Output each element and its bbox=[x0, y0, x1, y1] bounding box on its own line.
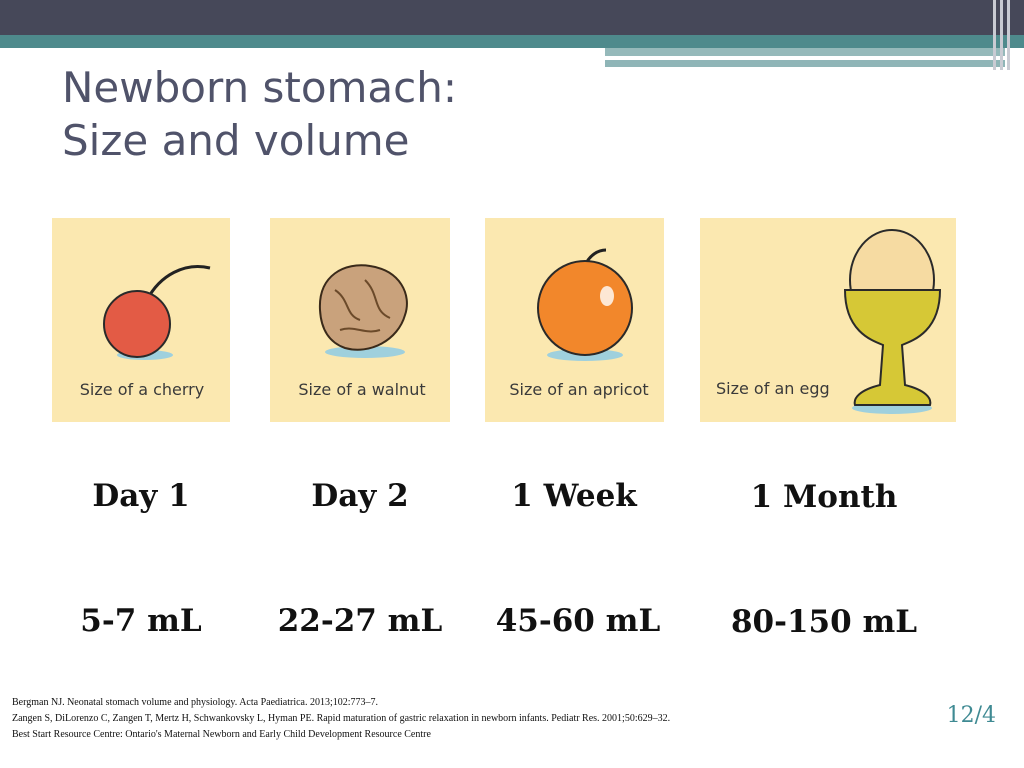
age-label: Day 1 bbox=[92, 478, 189, 514]
age-label: Day 2 bbox=[311, 478, 408, 514]
apricot bbox=[537, 260, 633, 356]
cherry bbox=[103, 290, 171, 358]
image-caption: Size of a cherry bbox=[80, 380, 204, 399]
accent-stripe bbox=[605, 60, 1005, 67]
title-line: Newborn stomach: bbox=[62, 63, 457, 112]
reference: Bergman NJ. Neonatal stomach volume and … bbox=[12, 697, 378, 708]
title-line: Size and volume bbox=[62, 116, 410, 165]
volume-label: 45-60 mL bbox=[496, 603, 661, 639]
image-caption: Size of a walnut bbox=[298, 380, 425, 399]
reference: Best Start Resource Centre: Ontario's Ma… bbox=[12, 729, 431, 740]
accent-line bbox=[1007, 0, 1010, 70]
volume-label: 80-150 mL bbox=[731, 604, 917, 640]
page-number: 12/4 bbox=[947, 703, 996, 728]
accent-stripe bbox=[0, 35, 1024, 48]
walnut-texture bbox=[334, 279, 391, 333]
accent-line bbox=[993, 0, 996, 70]
image-caption: Size of an egg bbox=[716, 379, 830, 398]
volume-label: 22-27 mL bbox=[278, 603, 443, 639]
top-bar bbox=[0, 0, 1024, 35]
highlight bbox=[600, 286, 614, 306]
accent-line bbox=[825, 56, 950, 59]
age-label: 1 Week bbox=[511, 478, 638, 514]
volume-label: 5-7 mL bbox=[80, 603, 202, 639]
reference: Zangen S, DiLorenzo C, Zangen T, Mertz H… bbox=[12, 713, 670, 724]
cherry-stem bbox=[145, 265, 211, 301]
egg-cup bbox=[843, 289, 942, 406]
age-label: 1 Month bbox=[751, 479, 898, 515]
image-caption: Size of an apricot bbox=[509, 380, 648, 399]
accent-line bbox=[1000, 0, 1003, 70]
accent-stripe bbox=[605, 48, 1005, 56]
